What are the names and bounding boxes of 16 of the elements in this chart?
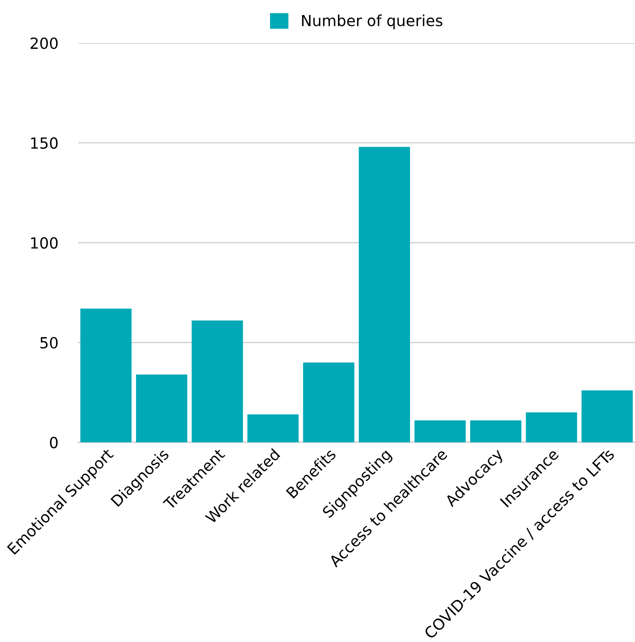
y-tick-label: 100 bbox=[31, 237, 58, 249]
y-tick-label: 0 bbox=[50, 436, 58, 448]
bar bbox=[136, 374, 188, 442]
y-tick-label: 150 bbox=[31, 137, 58, 149]
bar bbox=[358, 146, 410, 442]
bar bbox=[303, 362, 354, 442]
y-tick-label: 200 bbox=[30, 37, 58, 50]
legend-label: Number of queries bbox=[302, 14, 442, 30]
bar bbox=[192, 320, 243, 442]
bar bbox=[80, 308, 132, 442]
y-tick-label: 50 bbox=[40, 336, 58, 349]
bar bbox=[470, 420, 522, 442]
bar bbox=[526, 412, 578, 442]
bar bbox=[582, 390, 633, 442]
bar bbox=[247, 414, 299, 442]
bar bbox=[414, 420, 466, 442]
